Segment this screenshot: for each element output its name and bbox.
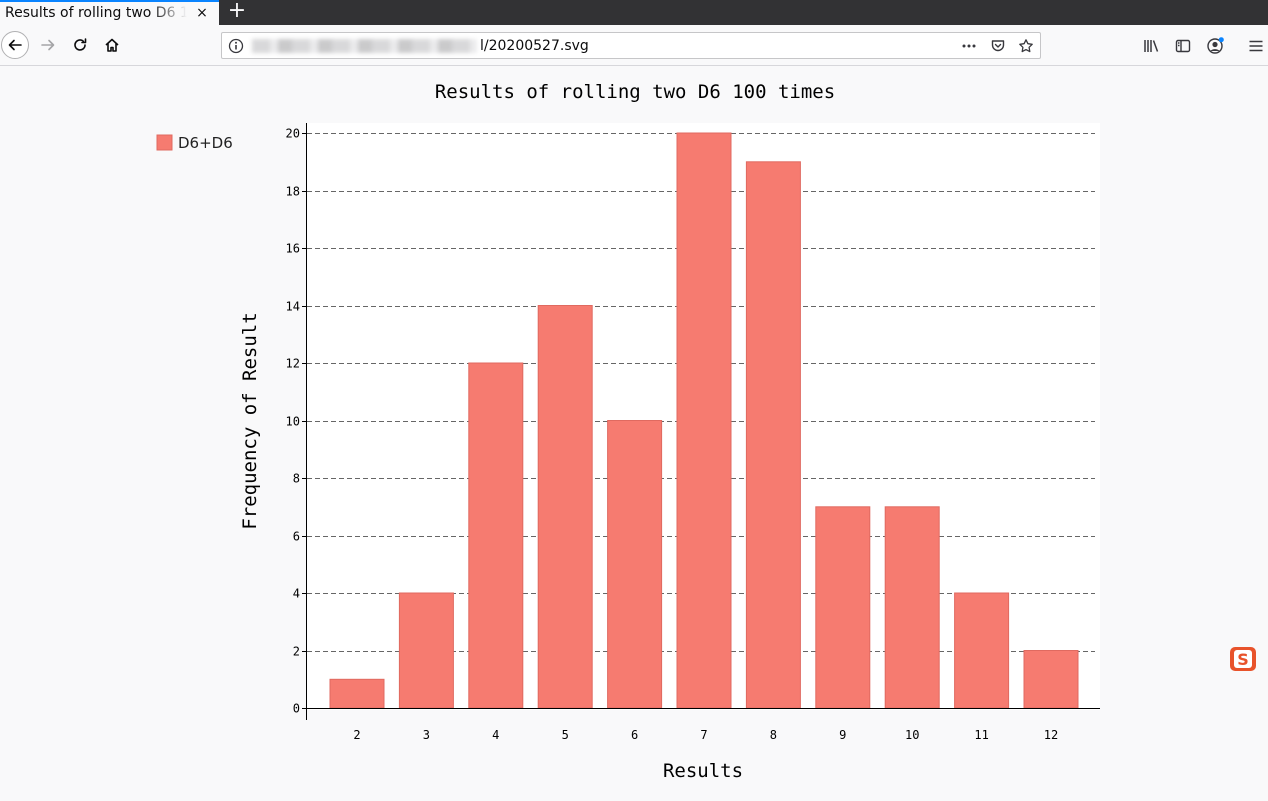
legend-label: D6+D6 (178, 134, 233, 152)
bar-6 (607, 420, 663, 709)
tab-title: Results of rolling two D6 100 times (5, 5, 187, 21)
tab-strip: Results of rolling two D6 100 times × + (0, 0, 1268, 25)
pocket-icon[interactable] (990, 38, 1006, 54)
svg-document: Results of rolling two D6 100 times D6+D… (0, 66, 1268, 797)
x-tick-label: 5 (562, 728, 569, 742)
y-tick-label: 0 (293, 702, 300, 716)
forward-button[interactable] (34, 31, 62, 59)
chart-title: Results of rolling two D6 100 times (435, 81, 835, 103)
x-tick-label: 8 (770, 728, 777, 742)
bar-4 (468, 362, 524, 709)
legend-swatch (156, 134, 173, 151)
y-tick-label: 6 (293, 530, 300, 544)
bar-10 (884, 506, 940, 709)
y-tick-label: 2 (293, 645, 300, 659)
home-icon (105, 38, 119, 52)
x-tick-label: 4 (492, 728, 499, 742)
x-tick-label: 10 (905, 728, 919, 742)
bar-7 (676, 132, 732, 709)
y-tick-labels: 0 2 4 6 8 10 12 14 16 18 20 (286, 127, 307, 716)
x-tick-label: 2 (353, 728, 360, 742)
y-tick-label: 20 (286, 127, 300, 141)
bar-2 (329, 678, 385, 709)
hamburger-menu-icon[interactable] (1247, 37, 1265, 55)
bars (329, 132, 1079, 709)
url-redacted-region (252, 39, 477, 53)
new-tab-button[interactable]: + (227, 0, 247, 23)
info-icon (228, 38, 244, 54)
y-axis-label: Frequency of Result (239, 312, 261, 529)
bar-chart: Results of rolling two D6 100 times D6+D… (156, 81, 1100, 782)
y-tick-label: 4 (293, 587, 300, 601)
navigation-toolbar: l/20200527.svg (0, 25, 1268, 66)
x-tick-label: 7 (700, 728, 707, 742)
x-axis-label: Results (663, 760, 743, 782)
bar-12 (1023, 650, 1079, 709)
y-tick-label: 16 (286, 242, 300, 256)
legend: D6+D6 (156, 134, 233, 152)
y-tick-label: 14 (286, 300, 300, 314)
forward-arrow-icon (41, 39, 55, 51)
bar-8 (745, 161, 801, 709)
svg-text:S: S (1237, 650, 1249, 669)
sogou-ime-icon[interactable]: S (1229, 646, 1257, 672)
home-button[interactable] (98, 31, 126, 59)
account-icon[interactable] (1206, 37, 1224, 55)
x-tick-labels: 2 3 4 5 6 7 8 9 10 11 12 (353, 728, 1058, 742)
tab-active[interactable]: Results of rolling two D6 100 times × (0, 0, 219, 25)
bar-3 (398, 592, 454, 709)
back-arrow-icon (8, 39, 22, 51)
tab-close-icon[interactable]: × (196, 5, 208, 21)
y-tick-label: 12 (286, 357, 300, 371)
more-dots-icon[interactable] (961, 38, 977, 54)
x-tick-label: 3 (423, 728, 430, 742)
reload-button[interactable] (66, 31, 94, 59)
bar-11 (954, 592, 1010, 709)
back-button[interactable] (1, 31, 29, 59)
x-tick-label: 9 (839, 728, 846, 742)
bar-9 (815, 506, 871, 709)
reload-icon (74, 38, 87, 51)
y-tick-label: 8 (293, 472, 300, 486)
x-tick-label: 12 (1044, 728, 1058, 742)
star-icon[interactable] (1018, 38, 1034, 54)
x-tick-label: 6 (631, 728, 638, 742)
sidebar-icon[interactable] (1174, 37, 1192, 55)
y-tick-label: 18 (286, 185, 300, 199)
y-tick-label: 10 (286, 415, 300, 429)
library-icon[interactable] (1142, 37, 1160, 55)
url-text[interactable]: l/20200527.svg (480, 38, 589, 54)
x-tick-label: 11 (974, 728, 988, 742)
url-bar[interactable]: l/20200527.svg (221, 32, 1041, 59)
bar-5 (537, 305, 593, 709)
